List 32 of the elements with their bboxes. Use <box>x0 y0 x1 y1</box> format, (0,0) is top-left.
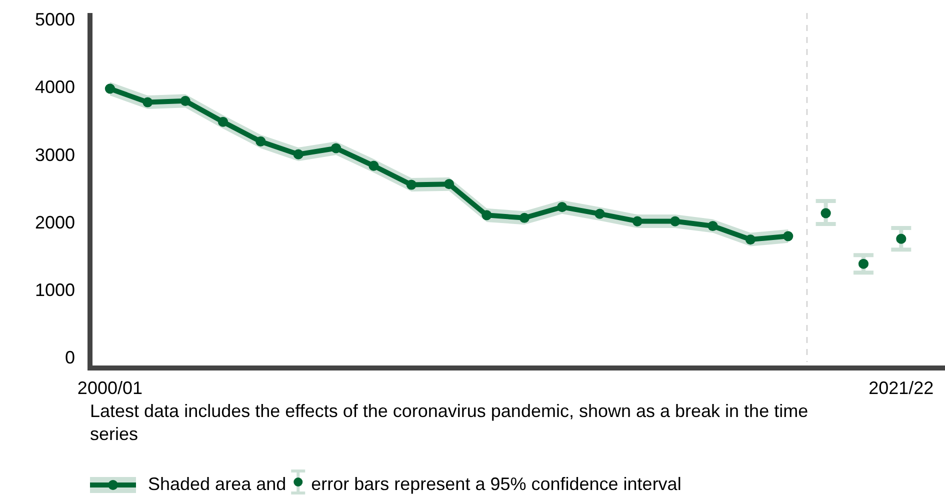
y-tick-label: 5000 <box>34 10 75 30</box>
y-tick-label: 2000 <box>34 212 75 232</box>
text: error bars represent a 95% confidence interval <box>311 474 682 494</box>
point <box>406 180 416 190</box>
point <box>519 212 530 223</box>
point <box>104 84 116 94</box>
point <box>482 210 492 220</box>
point <box>142 97 153 108</box>
point <box>368 160 379 171</box>
point <box>218 116 228 127</box>
y-tick-label: 4000 <box>34 77 75 98</box>
point <box>557 202 568 212</box>
point <box>330 143 342 154</box>
point <box>444 179 454 190</box>
point <box>820 208 831 218</box>
point <box>670 216 680 226</box>
point <box>293 149 304 160</box>
point <box>708 220 718 232</box>
x-tick-label: 2021/22 <box>868 378 934 398</box>
point <box>594 208 605 219</box>
text: Shaded area and <box>148 474 286 494</box>
text: Latest data includes the effects of the coronavirus pandemic, shown as a break in the time series <box>90 400 810 446</box>
point <box>256 136 266 147</box>
point <box>745 234 756 245</box>
point <box>180 96 190 106</box>
y-tick-label: 3000 <box>34 144 75 165</box>
x-tick-label: 2000/01 <box>77 378 143 398</box>
y-tick-label: 0 <box>64 348 75 368</box>
point <box>632 216 642 226</box>
point <box>896 234 906 244</box>
point <box>783 231 794 242</box>
y-tick-label: 1000 <box>34 280 75 300</box>
